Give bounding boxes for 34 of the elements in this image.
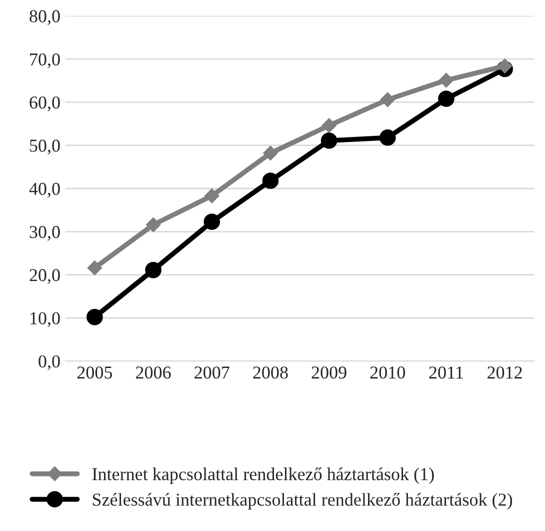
x-tick-label: 2008	[253, 366, 288, 379]
point	[262, 172, 279, 189]
x-tick-label: 2011	[429, 366, 463, 379]
point	[379, 129, 396, 146]
point	[320, 132, 338, 149]
point	[204, 214, 220, 230]
point	[380, 92, 396, 108]
y-tick-label: 30,0	[30, 226, 60, 241]
point	[145, 262, 162, 278]
x-tick-label: 2007	[194, 366, 230, 379]
point	[87, 260, 102, 276]
legend-label: Szélessávú internetkapcsolattal rendelkező háztartások (2)	[92, 493, 512, 510]
point	[204, 188, 220, 204]
point	[322, 118, 336, 133]
point	[438, 72, 454, 88]
x-tick-label: 2009	[312, 366, 346, 379]
x-tick-label: 2006	[136, 366, 171, 379]
y-tick-label: 60,0	[30, 96, 60, 112]
y-tick-label: 70,0	[30, 53, 60, 68]
legend-label: Internet kapcsolattal rendelkező háztartások (1)	[92, 468, 434, 484]
point	[146, 217, 161, 232]
y-tick-label: 80,0	[30, 10, 60, 25]
y-tick-label: 10,0	[30, 312, 60, 327]
x-tick-label: 2012	[488, 366, 522, 379]
x-tick-label: 2010	[370, 366, 405, 379]
point	[86, 308, 103, 326]
y-tick-label: 40,0	[29, 182, 60, 198]
y-tick-label: 0,0	[38, 355, 60, 370]
y-tick-label: 50,0	[30, 140, 60, 154]
point	[263, 146, 278, 161]
point	[438, 90, 454, 107]
y-tick-label: 20,0	[30, 269, 60, 284]
point	[497, 58, 512, 74]
x-tick-label: 2005	[77, 366, 112, 379]
